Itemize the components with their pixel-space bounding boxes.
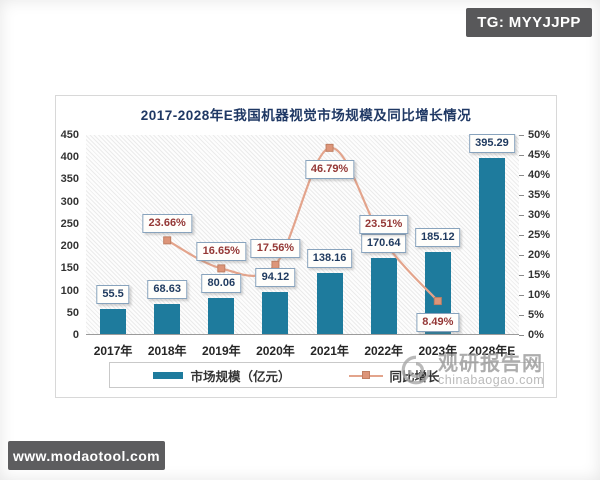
right-axis-tickmark [519, 215, 524, 216]
market-size-bar [100, 309, 127, 334]
market-size-bar [208, 298, 235, 334]
left-axis-tick: 50 [66, 306, 79, 319]
line-series-swatch [348, 370, 383, 380]
growth-value-label: 23.51% [359, 214, 409, 234]
tg-contact-badge: TG: MYYJJPP [466, 8, 592, 37]
bar-value-label: 55.5 [96, 285, 130, 305]
left-axis-tick: 200 [60, 240, 79, 253]
chart-legend: 市场规模（亿元） 同比增长 [109, 362, 544, 388]
legend-label-market-size: 市场规模（亿元） [190, 369, 291, 384]
legend-item-market-size: 市场规模（亿元） [153, 366, 291, 385]
left-axis-tick: 100 [60, 284, 79, 297]
left-y-axis: 450 400 350 300 250 200 150 100 50 0 [56, 129, 82, 341]
bar-series-swatch [153, 371, 184, 379]
right-y-axis: 50% 45% 40% 35% 30% 25% 20% 15% 10% 5% 0% [519, 129, 557, 341]
tg-contact-text: TG: MYYJJPP [477, 14, 581, 31]
site-url-text: www.modaotool.com [12, 447, 161, 464]
right-axis-tickmark [519, 255, 524, 256]
growth-line-marker [217, 264, 226, 273]
x-axis-label: 2018年 [147, 344, 187, 358]
left-axis-tick: 350 [60, 173, 79, 186]
right-axis-tick: 40% [528, 169, 551, 181]
left-axis-tick: 300 [60, 195, 79, 208]
bar-value-label: 170.64 [360, 234, 407, 254]
growth-value-label: 8.49% [416, 313, 460, 333]
bar-value-label: 395.29 [469, 134, 515, 154]
right-axis-tickmark [519, 335, 524, 336]
left-axis-tick: 400 [60, 151, 79, 164]
bar-value-label: 68.63 [147, 279, 187, 299]
right-axis-tick: 30% [528, 209, 551, 221]
market-size-bar [316, 272, 343, 334]
right-axis-tick: 0% [528, 329, 544, 341]
growth-value-label: 16.65% [196, 242, 246, 262]
bar-value-label: 80.06 [201, 274, 242, 294]
right-axis-tick: 25% [528, 229, 551, 241]
x-axis-label: 2020年 [256, 344, 295, 358]
growth-value-label: 23.66% [142, 214, 192, 234]
x-axis-label: 2019年 [201, 344, 241, 358]
x-axis-label: 2028年E [468, 344, 516, 358]
x-axis-label: 2022年 [364, 344, 404, 358]
chart-title: 2017-2028年E我国机器视觉市场规模及同比增长情况 [140, 108, 472, 123]
right-axis-tick: 50% [528, 129, 551, 141]
market-size-bar [262, 292, 289, 334]
right-axis-tickmark [519, 315, 524, 316]
site-url-badge: www.modaotool.com [8, 441, 165, 470]
bar-value-label: 185.12 [414, 227, 461, 247]
right-axis-tick: 10% [528, 289, 551, 301]
legend-item-growth: 同比增长 [348, 366, 440, 385]
left-axis-tick: 250 [60, 217, 79, 230]
x-axis-label: 2017年 [93, 344, 133, 358]
left-axis-tick: 450 [60, 129, 79, 141]
bar-value-label: 94.12 [255, 268, 296, 288]
right-axis-tickmark [519, 175, 524, 176]
right-axis-tick: 35% [528, 189, 551, 201]
growth-line-marker [325, 143, 334, 152]
right-axis-tickmark [519, 235, 524, 236]
growth-value-label: 17.56% [250, 238, 301, 258]
x-axis-label: 2023年 [418, 344, 458, 358]
right-axis-tickmark [519, 195, 524, 196]
right-axis-tick: 20% [528, 249, 551, 261]
plot-area: 55.5 68.63 80.06 94.12 138.16 170.64 185.12 395… [86, 134, 519, 335]
right-axis-tickmark [519, 135, 524, 136]
market-size-bar [154, 303, 181, 334]
right-axis-tickmark [519, 155, 524, 156]
legend-label-growth: 同比增长 [389, 369, 440, 384]
market-size-bar [370, 258, 397, 334]
market-size-bar [478, 158, 505, 334]
right-axis-tick: 5% [528, 309, 544, 321]
right-axis-tick: 15% [528, 269, 551, 281]
right-axis-tick: 45% [528, 149, 551, 161]
x-axis-label: 2021年 [310, 344, 349, 358]
bar-value-label: 138.16 [306, 248, 353, 268]
left-axis-tick: 150 [60, 262, 79, 275]
right-axis-tickmark [519, 295, 524, 296]
x-axis: 2017年 2018年 2019年 2020年 2021年 2022年 2023年 2028年… [86, 342, 519, 358]
growth-line-marker [433, 297, 442, 306]
growth-value-label: 46.79% [304, 159, 355, 179]
growth-line-marker [163, 236, 172, 245]
right-axis-tickmark [519, 275, 524, 276]
left-axis-tick: 0 [72, 329, 79, 341]
chart-panel: 2017-2028年E我国机器视觉市场规模及同比增长情况 450 400 350 30… [55, 95, 557, 398]
